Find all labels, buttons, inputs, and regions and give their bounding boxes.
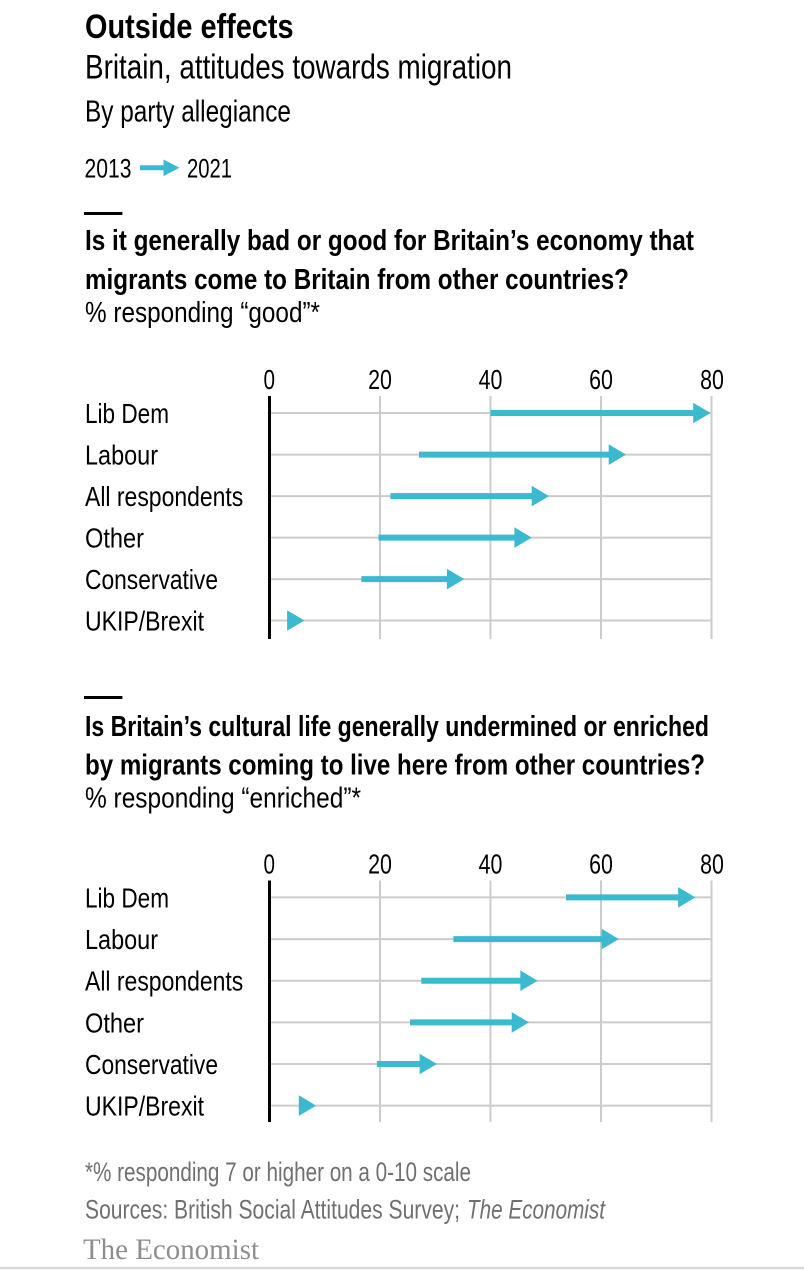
svg-text:Is it generally bad or good fo: Is it generally bad or good for Britain’… xyxy=(85,225,694,257)
svg-text:All respondents: All respondents xyxy=(85,966,243,997)
svg-text:Conservative: Conservative xyxy=(85,564,218,595)
svg-text:20: 20 xyxy=(368,849,392,880)
svg-text:2013: 2013 xyxy=(85,153,132,183)
svg-text:Lib Dem: Lib Dem xyxy=(85,398,169,429)
svg-text:migrants come to Britain from: migrants come to Britain from other coun… xyxy=(85,264,629,296)
svg-text:80: 80 xyxy=(700,849,724,880)
svg-text:0: 0 xyxy=(263,849,275,880)
svg-text:80: 80 xyxy=(700,364,724,395)
svg-text:Outside effects: Outside effects xyxy=(85,8,294,46)
svg-text:Other: Other xyxy=(85,523,144,554)
svg-text:40: 40 xyxy=(479,364,503,395)
svg-text:Labour: Labour xyxy=(85,440,158,471)
svg-text:2021: 2021 xyxy=(187,153,232,183)
svg-text:60: 60 xyxy=(589,364,613,395)
svg-text:20: 20 xyxy=(368,364,392,395)
svg-text:The Economist: The Economist xyxy=(467,1194,606,1224)
svg-text:All respondents: All respondents xyxy=(85,481,243,512)
svg-text:*% responding 7 or higher on a: *% responding 7 or higher on a 0-10 scal… xyxy=(85,1157,471,1187)
svg-text:Britain, attitudes towards mig: Britain, attitudes towards migration xyxy=(85,49,512,87)
svg-text:Sources: British Social Attitu: Sources: British Social Attitudes Survey… xyxy=(85,1194,460,1224)
svg-text:0: 0 xyxy=(263,364,275,395)
svg-text:Conservative: Conservative xyxy=(85,1049,218,1080)
svg-text:Is Britain’s cultural life gen: Is Britain’s cultural life generally und… xyxy=(85,711,709,743)
svg-text:% responding “enriched”*: % responding “enriched”* xyxy=(85,782,361,814)
svg-text:Labour: Labour xyxy=(85,924,158,955)
svg-text:40: 40 xyxy=(479,849,503,880)
svg-text:UKIP/Brexit: UKIP/Brexit xyxy=(85,606,204,637)
svg-text:60: 60 xyxy=(589,849,613,880)
svg-text:By party allegiance: By party allegiance xyxy=(85,93,291,128)
svg-text:UKIP/Brexit: UKIP/Brexit xyxy=(85,1091,204,1122)
svg-text:The Economist: The Economist xyxy=(83,1233,260,1266)
svg-text:Other: Other xyxy=(85,1007,144,1038)
svg-text:Lib Dem: Lib Dem xyxy=(85,882,169,913)
svg-text:% responding “good”*: % responding “good”* xyxy=(85,297,320,329)
svg-text:by migrants coming to live her: by migrants coming to live here from oth… xyxy=(85,749,705,781)
